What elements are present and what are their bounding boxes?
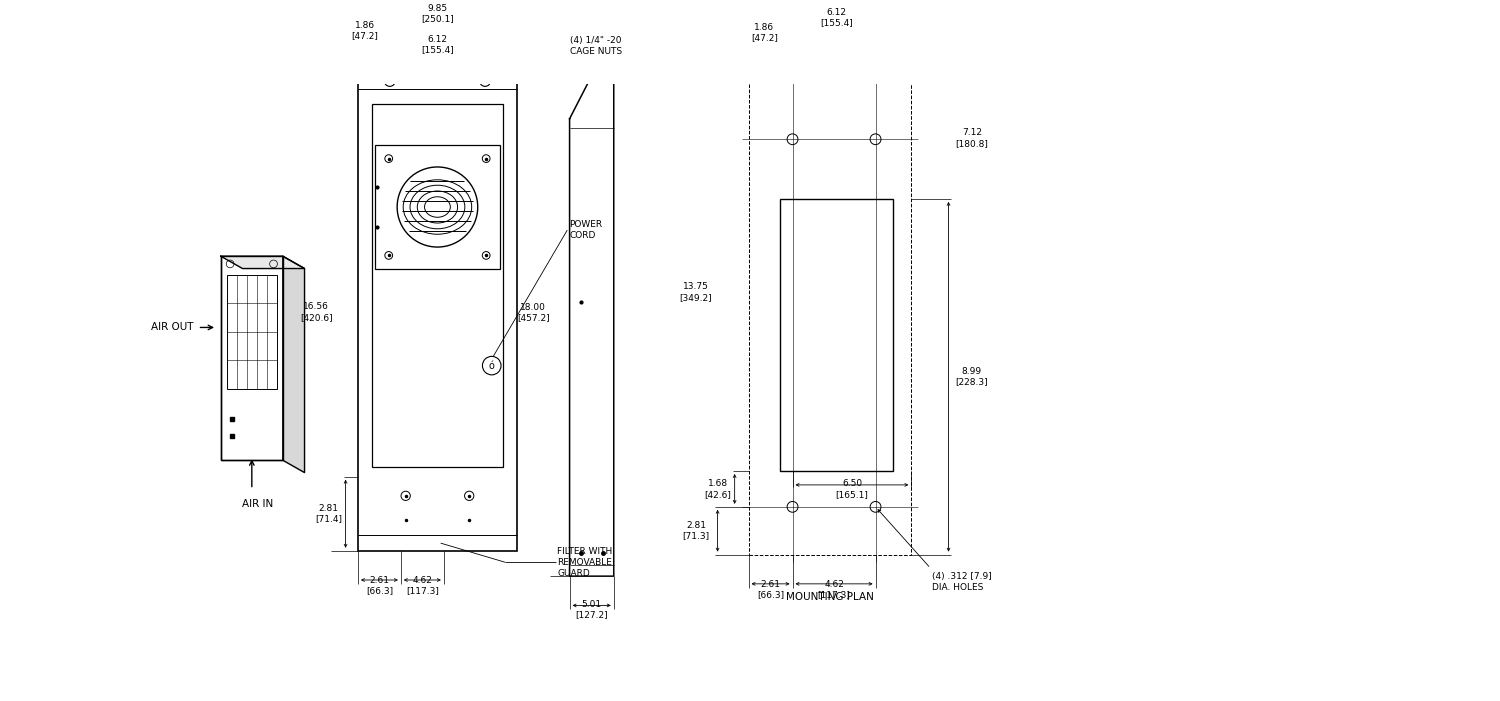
Polygon shape [220, 256, 284, 461]
Text: 9.85
[250.1]: 9.85 [250.1] [422, 4, 454, 23]
Text: 4.62
[117.3]: 4.62 [117.3] [818, 580, 850, 599]
Text: MOUNTING PLAN: MOUNTING PLAN [786, 592, 874, 602]
Text: AIR IN: AIR IN [243, 499, 273, 509]
Text: AIR OUT: AIR OUT [152, 322, 194, 332]
Text: 1.68
[42.6]: 1.68 [42.6] [704, 479, 730, 498]
Text: 7.12
[180.8]: 7.12 [180.8] [956, 128, 988, 148]
Text: 6.50
[165.1]: 6.50 [165.1] [836, 479, 868, 499]
Text: 8.99
[228.3]: 8.99 [228.3] [956, 367, 988, 386]
Text: 2.81
[71.3]: 2.81 [71.3] [682, 521, 709, 540]
Bar [375, 145, 500, 269]
Polygon shape [284, 256, 304, 472]
Text: 16.56
[420.6]: 16.56 [420.6] [300, 302, 333, 322]
Text: 5.01
[127.2]: 5.01 [127.2] [576, 600, 608, 619]
Text: (4) .312 [7.9]
DIA. HOLES: (4) .312 [7.9] DIA. HOLES [933, 571, 992, 592]
Polygon shape [220, 256, 304, 268]
Bar [748, 77, 912, 554]
Text: 18.00
[457.2]: 18.00 [457.2] [518, 303, 549, 322]
Text: POWER
CORD: POWER CORD [570, 220, 603, 240]
Bar [220, 256, 284, 461]
Bar [780, 199, 892, 471]
Polygon shape [358, 74, 518, 551]
Circle shape [384, 76, 394, 86]
Text: (4) 1/4" -20
CAGE NUTS: (4) 1/4" -20 CAGE NUTS [570, 36, 621, 56]
Bar [358, 74, 518, 551]
Bar [226, 275, 276, 389]
Circle shape [480, 76, 490, 86]
Text: 2.61
[66.3]: 2.61 [66.3] [758, 580, 784, 599]
Text: 1.86
[47.2]: 1.86 [47.2] [351, 21, 378, 40]
Polygon shape [570, 50, 614, 576]
Circle shape [465, 491, 474, 501]
Bar [372, 104, 502, 467]
Text: 4.62
[117.3]: 4.62 [117.3] [406, 576, 439, 595]
Text: 1.86
[47.2]: 1.86 [47.2] [752, 23, 778, 43]
Text: 2.61
[66.3]: 2.61 [66.3] [366, 576, 393, 595]
Text: FILTER WITH
REMOVABLE
GUARD: FILTER WITH REMOVABLE GUARD [556, 547, 612, 578]
Text: 13.75
[349.2]: 13.75 [349.2] [680, 283, 712, 301]
Text: 6.12
[155.4]: 6.12 [155.4] [821, 8, 854, 27]
Circle shape [483, 356, 501, 375]
Text: ó: ó [489, 360, 495, 371]
Text: 6.12
[155.4]: 6.12 [155.4] [422, 34, 454, 54]
Bar [220, 256, 284, 461]
Circle shape [400, 491, 411, 501]
Text: 2.81
[71.4]: 2.81 [71.4] [315, 504, 342, 524]
